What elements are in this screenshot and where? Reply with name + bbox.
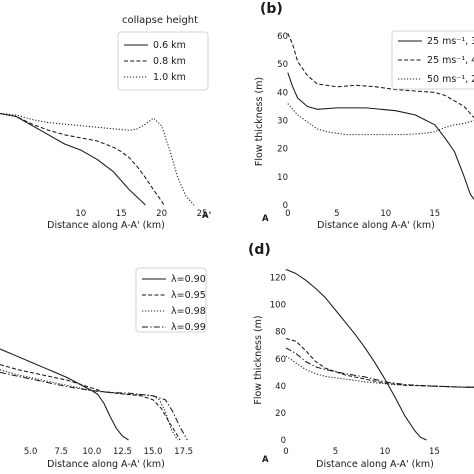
series-line-3-4 xyxy=(0,371,188,441)
x-tick-label-2-3: 15 xyxy=(429,209,440,219)
series-line-4-3 xyxy=(285,347,474,388)
series-line-3-2 xyxy=(0,364,181,441)
series-line-2-1 xyxy=(287,72,474,200)
x-tick-label-3-2: 10.0 xyxy=(82,447,101,457)
y-tick-label-4-2: 40 xyxy=(275,382,286,392)
start-marker-label-2: A xyxy=(262,214,269,224)
x-tick-label-2-0: 0 xyxy=(285,209,290,219)
x-axis-label-3: Distance along A-A' (km) xyxy=(47,459,165,470)
x-tick-label-4-3: 15 xyxy=(429,447,440,457)
x-tick-label-1-2: 20 xyxy=(156,209,167,219)
legend-box-3 xyxy=(135,267,207,333)
chart-panel-2: 0 5 10 15 0 10 20 30 40 50 60 Distance along A-A' (… xyxy=(254,1,474,231)
y-tick-label-4-1: 20 xyxy=(275,409,286,419)
y-tick-label-4-0: 0 xyxy=(281,436,286,446)
series-line-2-2 xyxy=(287,33,474,119)
y-tick-label-2-5: 50 xyxy=(277,60,288,70)
chart-panel-1: 10 15 20 25 Distance along A-A' (km) A' collap… xyxy=(0,15,211,231)
chart-panel-3: 5.0 7.5 10.0 12.5 15.0 17.5 Distance along A-A… xyxy=(0,267,207,470)
y-tick-label-4-6: 120 xyxy=(270,274,286,284)
x-tick-label-3-4: 15.0 xyxy=(144,447,163,457)
x-tick-label-2-1: 5 xyxy=(334,209,339,219)
legend-entry-2-3: 50 ms⁻¹, 2 xyxy=(427,74,474,85)
legend-box-1 xyxy=(117,31,209,91)
series-line-4-2 xyxy=(285,337,474,388)
y-tick-label-2-1: 10 xyxy=(277,173,288,183)
x-tick-label-3-1: 7.5 xyxy=(54,447,68,457)
series-line-4-1 xyxy=(285,268,427,441)
legend-entry-1-1: 0.6 km xyxy=(153,40,186,51)
panel-label-4: (d) xyxy=(248,242,271,258)
x-tick-label-4-1: 5 xyxy=(333,447,338,457)
y-tick-label-2-0: 0 xyxy=(283,201,288,211)
series-line-1-2 xyxy=(0,112,165,206)
x-tick-label-1-1: 15 xyxy=(116,209,127,219)
legend-entry-1-3: 1.0 km xyxy=(153,72,186,83)
y-tick-label-4-3: 60 xyxy=(275,355,286,365)
y-tick-label-2-2: 20 xyxy=(277,145,288,155)
y-tick-label-2-3: 30 xyxy=(277,117,288,127)
end-marker-label-1: A' xyxy=(202,211,211,221)
x-axis-label-2: Distance along A-A' (km) xyxy=(317,220,435,231)
x-tick-label-3-0: 5.0 xyxy=(24,447,38,457)
x-tick-label-1-0: 10 xyxy=(75,209,86,219)
series-line-3-1 xyxy=(0,348,129,441)
x-tick-label-4-0: 0 xyxy=(283,447,288,457)
series-line-1-3 xyxy=(0,112,195,206)
y-axis-label-2: Flow thickness (m) xyxy=(254,77,265,166)
x-axis-label-1: Distance along A-A' (km) xyxy=(47,220,165,231)
panel-label-2: (b) xyxy=(260,1,283,17)
x-axis-label-4: Distance along A-A' (km) xyxy=(316,459,434,470)
legend-title-1: collapse height xyxy=(122,15,198,26)
y-axis-label-4: Flow thickness (m) xyxy=(253,315,264,404)
series-line-2-3 xyxy=(287,103,474,136)
legend-entry-3-3: λ=0.98 xyxy=(171,306,206,317)
legend-entry-3-4: λ=0.99 xyxy=(171,322,206,333)
chart-panel-4: 0 5 10 15 0 20 40 60 80 100 120 Distance along A-A'… xyxy=(248,242,474,470)
legend-entry-2-1: 25 ms⁻¹, 3 xyxy=(427,36,474,47)
y-tick-label-2-6: 60 xyxy=(277,32,288,42)
legend-box-2 xyxy=(391,30,474,90)
series-line-1-1 xyxy=(0,112,146,206)
x-tick-label-1-3: 25 xyxy=(197,209,208,219)
x-tick-label-2-2: 10 xyxy=(380,209,391,219)
y-tick-label-2-4: 40 xyxy=(277,88,288,98)
start-marker-label-4: A xyxy=(262,455,269,465)
x-tick-label-4-2: 10 xyxy=(379,447,390,457)
y-tick-label-4-4: 80 xyxy=(275,328,286,338)
series-line-3-3 xyxy=(0,369,178,441)
y-tick-label-4-5: 100 xyxy=(270,301,286,311)
x-tick-label-3-3: 12.5 xyxy=(113,447,132,457)
series-line-4-4 xyxy=(285,355,474,388)
legend-entry-2-2: 25 ms⁻¹, 4 xyxy=(427,55,474,66)
legend-entry-3-2: λ=0.95 xyxy=(171,290,206,301)
legend-entry-1-2: 0.8 km xyxy=(153,56,186,67)
legend-entry-3-1: λ=0.90 xyxy=(171,274,206,285)
x-tick-label-3-5: 17.5 xyxy=(174,447,193,457)
